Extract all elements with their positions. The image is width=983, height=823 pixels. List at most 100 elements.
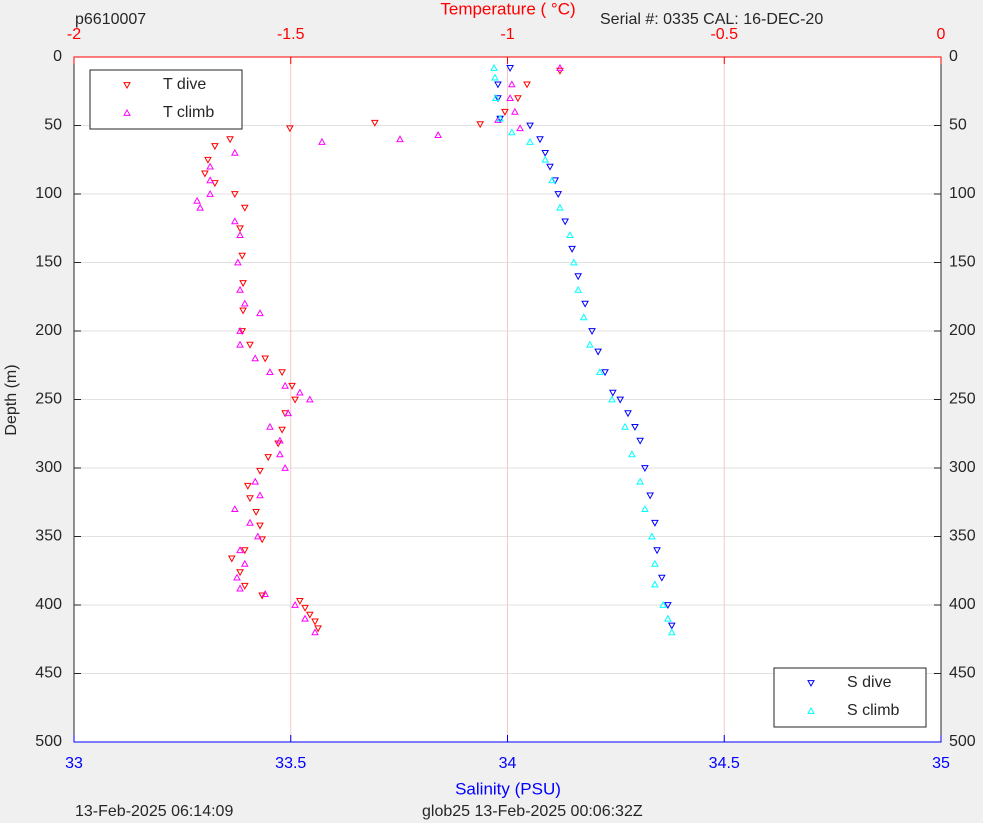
data-point: [204, 156, 212, 164]
data-point: [258, 592, 266, 600]
data-point: [311, 628, 319, 636]
data-point: [278, 369, 286, 377]
header-left: p6610007: [75, 11, 146, 28]
y-tick-label: 0: [53, 48, 62, 65]
data-point: [581, 300, 589, 308]
data-point: [646, 492, 654, 500]
data-point: [230, 217, 239, 225]
data-point: [657, 574, 666, 582]
data-point: [641, 505, 649, 512]
data-point: [261, 355, 270, 363]
data-point: [233, 573, 241, 581]
data-point: [621, 422, 629, 430]
data-point: [230, 148, 239, 156]
data-point: [664, 614, 672, 622]
data-point: [586, 340, 594, 348]
data-point: [651, 580, 659, 588]
data-point: [556, 63, 564, 71]
data-point: [246, 495, 254, 503]
data-point: [278, 426, 286, 434]
data-point: [256, 309, 264, 317]
y-tick-label: 500: [35, 733, 62, 750]
x2-tick-label: -2: [67, 26, 81, 43]
data-point: [291, 396, 299, 404]
data-point: [516, 124, 524, 132]
data-point: [496, 114, 504, 122]
data-point: [288, 382, 296, 390]
data-point: [296, 597, 304, 605]
marks: [193, 63, 676, 636]
data-point: [305, 395, 314, 403]
data-point: [548, 176, 557, 184]
data-point: [653, 547, 661, 555]
data-point: [252, 508, 260, 516]
data-point: [608, 395, 616, 403]
y-tick-label: 200: [35, 322, 62, 339]
data-point: [276, 450, 284, 458]
data-point: [291, 600, 299, 608]
data-point: [311, 618, 319, 626]
data-point: [624, 410, 632, 418]
data-point: [536, 136, 544, 144]
data-point: [506, 65, 514, 72]
legend-marker: [123, 108, 131, 116]
data-point: [314, 625, 322, 633]
y-tick-label: 300: [35, 459, 62, 476]
y-tick-label: 250: [35, 391, 62, 408]
data-point: [396, 135, 404, 143]
data-point: [238, 252, 247, 260]
data-point: [490, 63, 498, 71]
data-point: [566, 231, 574, 238]
y-axis-label: Depth (m): [3, 364, 20, 435]
legend-label: T climb: [163, 104, 214, 121]
data-point: [305, 611, 314, 619]
data-point: [201, 170, 209, 178]
legend-label: T dive: [163, 76, 206, 93]
data-point: [236, 326, 244, 334]
data-point: [253, 532, 262, 540]
data-point: [556, 203, 564, 211]
data-point: [659, 600, 667, 608]
y2-tick-label: 50: [949, 117, 967, 134]
data-point: [230, 505, 239, 512]
data-point: [636, 437, 645, 445]
x-tick-label: 35: [932, 755, 950, 772]
data-point: [230, 191, 239, 199]
data-point: [507, 128, 516, 136]
y-tick-label: 150: [35, 254, 62, 271]
data-point: [301, 614, 309, 622]
data-point: [258, 536, 266, 544]
y2-tick-label: 500: [949, 733, 976, 750]
data-point: [546, 163, 554, 171]
data-point: [296, 388, 304, 396]
data-point: [511, 107, 519, 115]
data-point: [227, 555, 236, 563]
data-point: [556, 67, 564, 75]
data-point: [236, 225, 244, 233]
data-point: [526, 137, 534, 145]
legend-marker: [807, 706, 815, 714]
data-point: [574, 285, 583, 293]
data-point: [246, 341, 254, 349]
data-point: [608, 389, 617, 397]
data-point: [476, 121, 485, 129]
data-point: [193, 196, 201, 204]
x-tick-label: 33: [65, 755, 83, 772]
data-point: [251, 477, 260, 485]
data-point: [491, 73, 499, 81]
data-point: [246, 518, 254, 526]
data-point: [569, 258, 578, 266]
data-point: [266, 422, 274, 430]
data-point: [234, 258, 242, 266]
data-point: [261, 590, 270, 597]
x-tick-label: 34.5: [709, 755, 740, 772]
x2-tick-label: -1: [500, 26, 514, 43]
data-point: [651, 519, 659, 527]
data-point: [286, 125, 294, 133]
x-axis-label: Salinity (PSU): [455, 779, 561, 798]
y2-tick-label: 0: [949, 48, 958, 65]
data-point: [206, 162, 214, 170]
legend-label: S dive: [847, 674, 892, 691]
data-point: [251, 354, 260, 362]
